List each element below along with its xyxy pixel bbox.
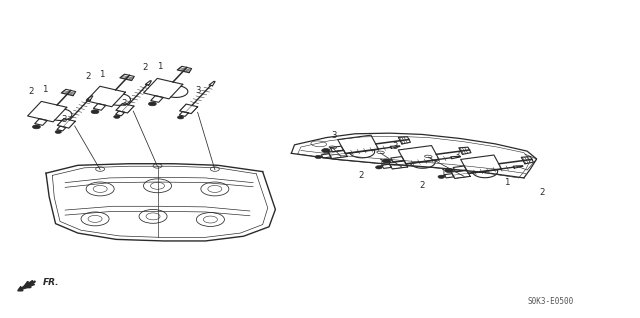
Text: 3: 3 [455, 151, 460, 160]
Circle shape [177, 116, 184, 119]
Text: 3: 3 [332, 131, 337, 140]
Text: 1: 1 [42, 85, 47, 94]
Text: 3: 3 [195, 86, 200, 95]
Circle shape [445, 168, 453, 172]
Text: 3: 3 [121, 99, 127, 108]
Circle shape [438, 175, 445, 178]
Circle shape [55, 130, 61, 134]
Text: FR.: FR. [43, 278, 60, 287]
Circle shape [382, 159, 390, 163]
Circle shape [33, 125, 40, 129]
Circle shape [148, 102, 156, 106]
Text: 3: 3 [392, 142, 398, 151]
Text: 2: 2 [539, 188, 545, 197]
Circle shape [315, 155, 322, 159]
Text: 2: 2 [420, 181, 426, 190]
Text: 3: 3 [61, 115, 67, 124]
Text: 1: 1 [99, 70, 105, 79]
Text: S0K3-E0500: S0K3-E0500 [527, 297, 574, 306]
Text: 1: 1 [378, 159, 384, 168]
Circle shape [91, 110, 99, 114]
Circle shape [114, 115, 120, 118]
Text: 2: 2 [28, 87, 33, 96]
Text: 2: 2 [358, 171, 364, 180]
Text: 2: 2 [85, 72, 91, 80]
Text: 2: 2 [143, 63, 148, 72]
Text: 1: 1 [157, 61, 162, 71]
Circle shape [376, 166, 382, 169]
Circle shape [322, 149, 330, 153]
Text: 1: 1 [440, 169, 445, 178]
Text: 1: 1 [504, 178, 509, 187]
